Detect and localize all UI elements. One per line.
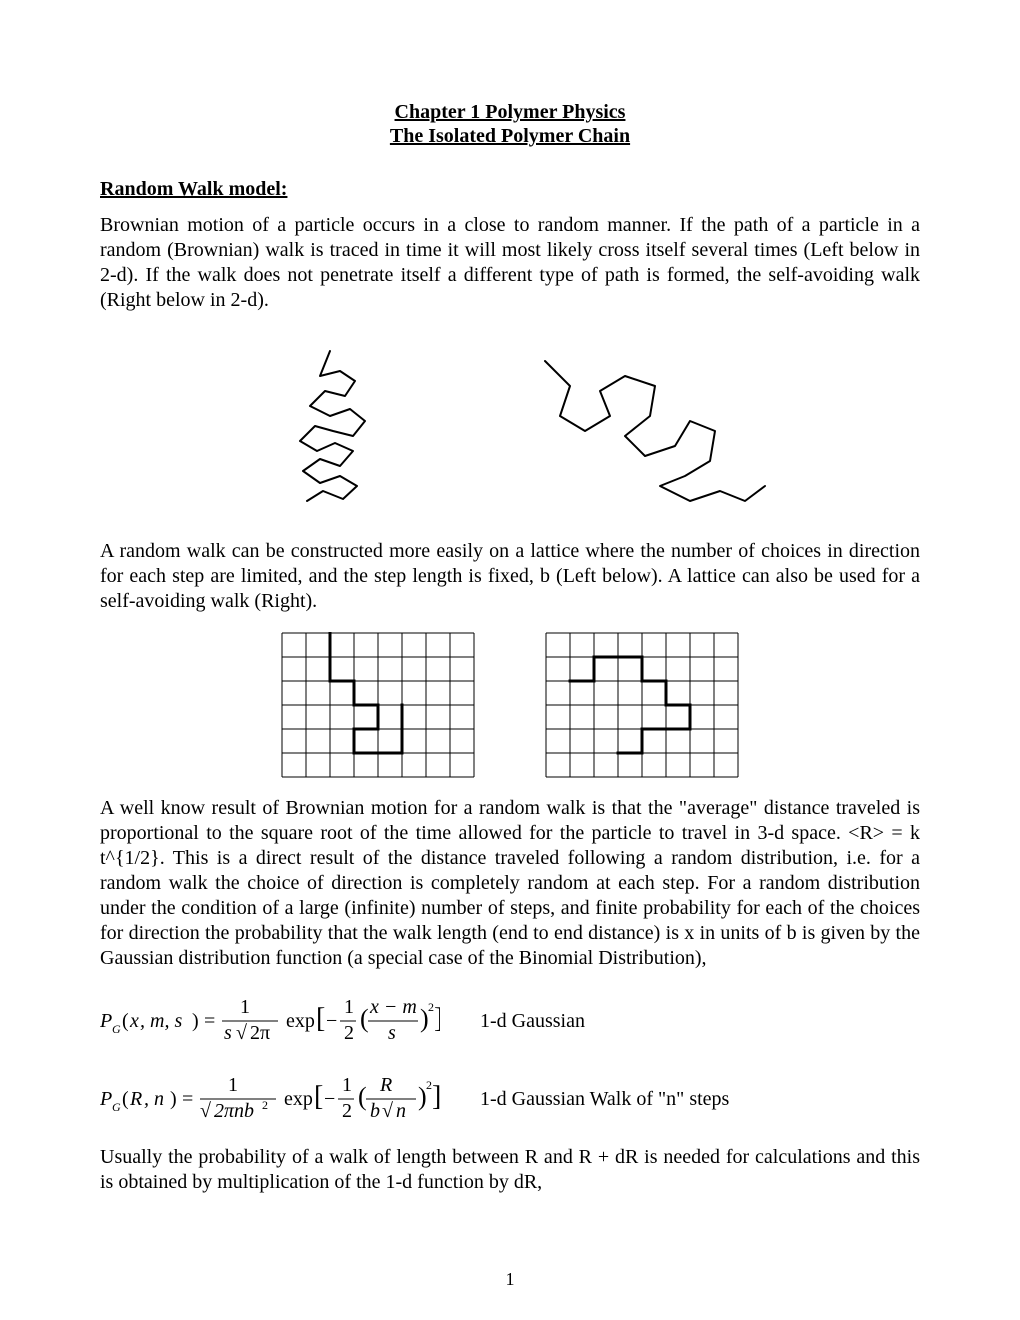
svg-text:): ) [192, 1010, 199, 1032]
svg-text:1: 1 [342, 1074, 352, 1096]
svg-text:G: G [112, 1022, 121, 1036]
svg-text:1: 1 [344, 996, 354, 1018]
svg-text:s: s [224, 1022, 232, 1044]
figure-row-lattice [100, 632, 920, 778]
title-line1: Chapter 1 Polymer Physics [395, 101, 626, 123]
paragraph-1: Brownian motion of a particle occurs in … [100, 213, 920, 313]
svg-text:s: s [388, 1022, 396, 1044]
svg-text:(: ( [358, 1082, 367, 1111]
lattice-random-walk [281, 632, 475, 778]
lattice-saw-walk [545, 632, 739, 778]
svg-text:x: x [129, 1010, 139, 1032]
equation-2-label: 1-d Gaussian Walk of "n" steps [480, 1088, 729, 1111]
page: Chapter 1 Polymer Physics The Isolated P… [0, 0, 1020, 1320]
chapter-title: Chapter 1 Polymer Physics The Isolated P… [100, 100, 920, 148]
page-number: 1 [506, 1269, 515, 1290]
svg-text:]: ] [432, 1081, 440, 1112]
svg-text:−: − [324, 1088, 335, 1110]
svg-text:): ) [170, 1088, 177, 1110]
svg-text:G: G [112, 1100, 121, 1114]
svg-text:2π: 2π [250, 1022, 270, 1044]
svg-text:exp: exp [284, 1088, 313, 1110]
svg-text:2πnb: 2πnb [214, 1100, 254, 1122]
self-avoiding-walk-sketch [515, 331, 775, 521]
equation-1-row: PG(x, m, s)=1s√2πexp[−12(x − ms)2] 1-d G… [100, 989, 920, 1053]
svg-text:√: √ [382, 1100, 393, 1122]
svg-text:−: − [326, 1010, 337, 1032]
equation-2-row: PG(R, n)=1√2πnb2exp[−12(Rb√n)2] 1-d Gaus… [100, 1067, 920, 1131]
paragraph-2: A random walk can be constructed more ea… [100, 539, 920, 614]
svg-text:[: [ [316, 1003, 325, 1034]
svg-text:P: P [100, 1010, 112, 1032]
svg-text:P: P [100, 1088, 112, 1110]
equation-1: PG(x, m, s)=1s√2πexp[−12(x − ms)2] [100, 989, 440, 1053]
svg-text:x − m: x − m [369, 996, 417, 1018]
equation-2: PG(R, n)=1√2πnb2exp[−12(Rb√n)2] [100, 1067, 440, 1131]
title-line2: The Isolated Polymer Chain [390, 125, 630, 147]
svg-text:2: 2 [344, 1022, 354, 1044]
svg-text:2: 2 [342, 1100, 352, 1122]
svg-text:(: ( [360, 1004, 369, 1033]
svg-text:, n: , n [144, 1088, 164, 1110]
svg-text:(: ( [122, 1088, 129, 1110]
svg-text:√: √ [200, 1100, 211, 1122]
svg-text:]: ] [434, 1003, 440, 1034]
svg-text:√: √ [236, 1022, 247, 1044]
svg-text:n: n [396, 1100, 406, 1122]
svg-text:exp: exp [286, 1010, 315, 1032]
svg-text:=: = [182, 1088, 193, 1110]
svg-text:(: ( [122, 1010, 129, 1032]
svg-text:1: 1 [228, 1074, 238, 1096]
paragraph-4: Usually the probability of a walk of len… [100, 1145, 920, 1195]
section-heading: Random Walk model: [100, 178, 920, 201]
random-walk-sketch [245, 331, 415, 521]
svg-text:1: 1 [240, 996, 250, 1018]
figure-row-freewalk [100, 331, 920, 521]
svg-text:R: R [129, 1088, 142, 1110]
paragraph-3: A well know result of Brownian motion fo… [100, 796, 920, 971]
equation-1-label: 1-d Gaussian [480, 1010, 585, 1033]
svg-text:2: 2 [262, 1098, 268, 1112]
svg-text:, m, s: , m, s [140, 1010, 182, 1032]
svg-text:[: [ [314, 1081, 323, 1112]
svg-text:=: = [204, 1010, 215, 1032]
svg-text:b: b [370, 1100, 380, 1122]
svg-text:R: R [379, 1074, 392, 1096]
